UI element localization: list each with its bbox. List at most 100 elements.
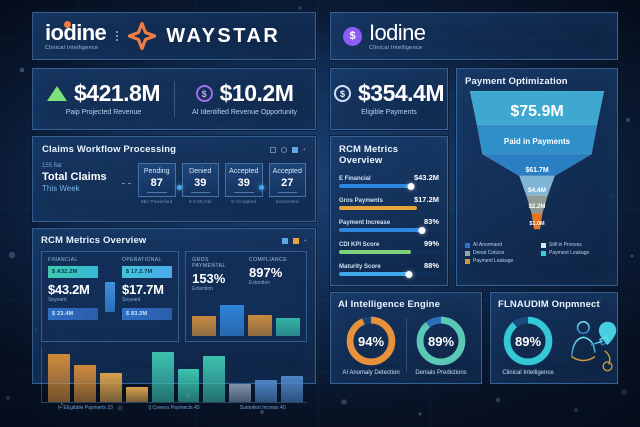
claims-card-accepted-1[interactable]: Accepted 39 5 cCoapted (225, 163, 263, 204)
rcm-metrics-big-panel: RCM Metrics Overview + FINANCIAL $ A32.2… (32, 228, 316, 411)
group-value: 897% (249, 265, 283, 280)
refresh-icon[interactable] (280, 146, 287, 153)
iodine-center-wordmark: Iodine (369, 19, 426, 45)
card-value: 39 (194, 177, 207, 189)
connector-line (122, 183, 132, 184)
center-slider[interactable] (104, 257, 116, 336)
rcm-metric-row[interactable]: Gros Payments $17.2M (339, 195, 439, 210)
group-pill: $ 17.2.7M (122, 266, 173, 278)
gauge-ai-anomaly-detection[interactable]: 94% AI Anomaly Detection (338, 314, 404, 376)
bar[interactable] (255, 380, 278, 402)
panel-toolbar[interactable]: + (281, 237, 307, 244)
metric-slider-knob[interactable] (418, 226, 426, 234)
gauge-label: Denials Predictions (415, 370, 467, 376)
group-sub: Seyeant (48, 297, 67, 303)
metric-label: E Financial (339, 176, 371, 182)
kpi-strip: $421.8M Paip Projected Revenue $ $10.2M … (32, 68, 316, 130)
bar[interactable] (281, 376, 304, 402)
vertical-dots-icon (116, 31, 119, 41)
funnel-label-1: Paid in Payments (503, 137, 571, 146)
kpi-card-ai-opportunity[interactable]: $ $10.2M AI Identified Revenue Opportuni… (174, 69, 315, 129)
group-sub: Extention (192, 286, 213, 292)
kpi-card-eligible-payments[interactable]: $ $354.4M Eligible Payments (330, 68, 448, 130)
payments-bar-chart (41, 347, 307, 403)
rcm-metric-row[interactable]: Payment Increase 83% (339, 217, 439, 234)
rcm-metrics-list-panel: RCM Metrics Overview E Financial $43.2M Gr… (330, 136, 448, 286)
legend-label: AI Anormand (473, 242, 502, 248)
rcm-metric-row[interactable]: E Financial $43.2M (339, 173, 439, 190)
iodine-logo[interactable]: iodine Clinical Intelligence (45, 19, 107, 51)
metric-progress-track[interactable] (339, 226, 439, 234)
kpi-card-projected-revenue[interactable]: $421.8M Paip Projected Revenue (33, 69, 174, 129)
bar[interactable] (229, 383, 252, 402)
mini-bar (220, 304, 245, 336)
funnel-segment[interactable] (518, 175, 556, 196)
claims-card-pending[interactable]: Pending 87 59c Powerlard (138, 163, 176, 204)
claims-card-accepted-2[interactable]: Accepted 27 54Jnented (268, 163, 306, 204)
bar[interactable] (99, 372, 122, 402)
legend-item[interactable]: Paymeot Leakage (541, 250, 609, 256)
bar[interactable] (73, 365, 96, 402)
metric-value: 99% (423, 239, 439, 248)
funnel-label-2: $61.7M (525, 167, 549, 174)
orange-dot-icon (64, 20, 71, 28)
legend-item[interactable]: Denat Cotizos (465, 250, 533, 256)
more-icon[interactable]: + (303, 237, 307, 244)
claims-summary: 155 flat Total Claims This Week (42, 163, 116, 193)
rcm-metric-row[interactable]: Maturity Score 88% (339, 261, 439, 278)
gauge-denials-predictions[interactable]: 89% Denials Predictions (406, 314, 474, 376)
card-title: Accepted (229, 168, 259, 175)
x-label: |+ EEgibble Paymerts 23 (57, 405, 113, 411)
operational-group[interactable]: OPERATIONAL $ 17.2.7M $17.7M Seyeant $ 8… (122, 257, 173, 336)
financial-group[interactable]: FINANCIAL $ A32.2M $43.2M Seyeant $ 23.4… (48, 257, 99, 336)
filter-icon[interactable] (292, 237, 299, 244)
bar[interactable] (48, 354, 70, 402)
group-caption: FINANCIAL (48, 257, 78, 263)
gauge-label: Clinical Intelligence (502, 370, 554, 376)
bar[interactable] (151, 351, 174, 402)
funnel-segment[interactable] (525, 195, 548, 214)
donut-gauge: 89% (414, 314, 468, 368)
legend-item[interactable]: Still in Process (541, 242, 609, 248)
dollar-circle-icon: $ (195, 85, 213, 103)
rcm-metric-row[interactable]: CDI KPI Score 99% (339, 239, 439, 254)
metric-value: $43.2M (413, 173, 439, 182)
funnel-label-5: $1.0M (529, 221, 545, 227)
metric-progress-track[interactable] (339, 270, 439, 278)
legend-item[interactable]: AI Anormand (465, 242, 533, 248)
bar[interactable] (203, 356, 226, 402)
funnel-segment[interactable] (531, 213, 543, 230)
group-caption: COMPLIANCE (249, 257, 288, 263)
panel-toolbar[interactable]: + (269, 146, 306, 153)
gros-paymental-group[interactable]: GROS PAYMENTAL 153% Extention (192, 257, 243, 292)
gauge-clinical-intelligence[interactable]: 89% Clinical Intelligence (498, 314, 558, 376)
dollar-circle-icon: $ (333, 85, 351, 103)
metric-progress-track[interactable] (339, 250, 439, 254)
chart-icon[interactable] (291, 146, 298, 153)
bar[interactable] (125, 387, 148, 402)
claims-total-label: Total Claims (42, 171, 107, 183)
kpi-value: $421.8M (73, 80, 161, 107)
bar[interactable] (177, 369, 200, 402)
iodine-wordmark: iodine (45, 19, 107, 45)
metric-slider-knob[interactable] (407, 182, 415, 190)
compliance-group[interactable]: COMPLIANCE 897% Extention (249, 257, 300, 292)
card-title: Accepted (272, 168, 302, 175)
waystar-cross-icon (128, 22, 157, 50)
group-pill-2: $ 23.4M (48, 308, 99, 320)
more-icon[interactable]: + (302, 146, 306, 153)
legend-item[interactable]: Payment Leakage (465, 258, 533, 264)
claims-card-denied[interactable]: Denied 39 5 0 55,Hkl (181, 163, 219, 204)
chart-icon[interactable] (281, 237, 288, 244)
grid-icon[interactable] (269, 146, 276, 153)
metric-progress-track[interactable] (339, 182, 439, 190)
mini-bar (276, 318, 301, 336)
metric-slider-knob[interactable] (405, 270, 413, 278)
donut-gauge: 89% (501, 314, 555, 368)
legend-swatch (465, 258, 470, 264)
metric-progress-track[interactable] (339, 206, 439, 210)
group-sub: Extention (249, 280, 270, 286)
header-brand-bar-left: iodine Clinical Intelligence WAYSTAR (32, 12, 316, 60)
card-value: 87 (150, 177, 163, 189)
waystar-wordmark: WAYSTAR (166, 24, 281, 47)
